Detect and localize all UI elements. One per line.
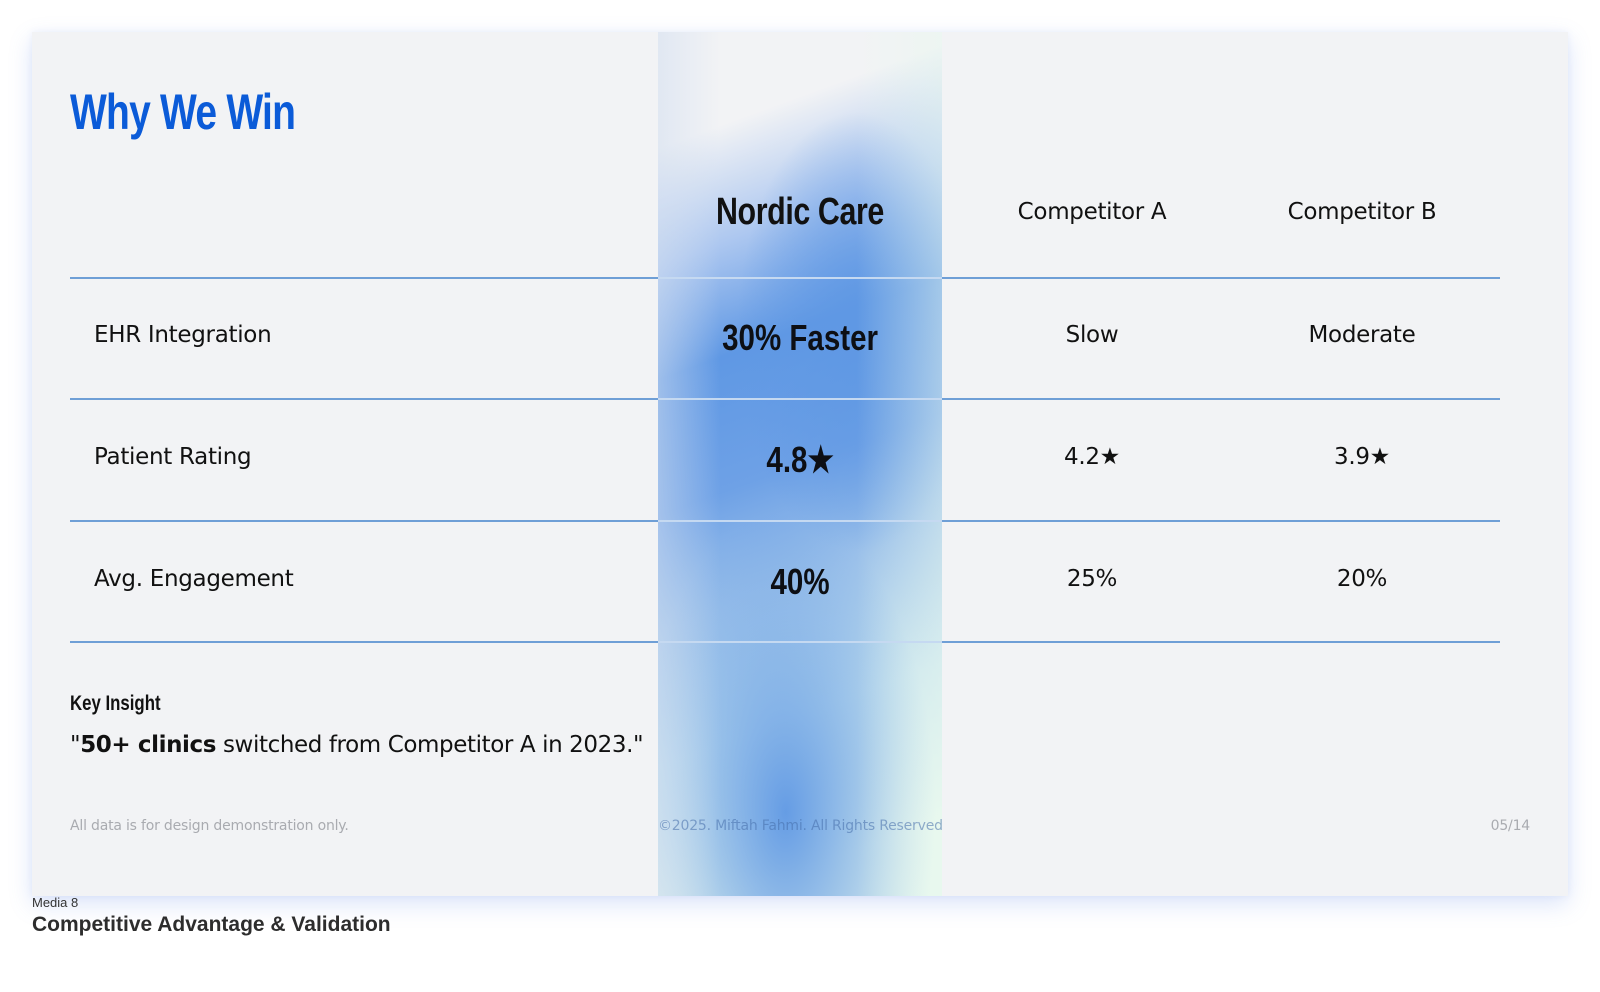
cell-competitor-a-rating: 4.2★ — [1064, 444, 1120, 470]
cell-competitor-b-rating: 3.9★ — [1334, 444, 1390, 470]
cell-value: 30% Faster — [722, 317, 878, 358]
divider-highlight-segment — [658, 277, 942, 279]
divider — [70, 398, 1500, 400]
cell-nordic-rating: 4.8★ — [658, 439, 942, 481]
caption-title: Competitive Advantage & Validation — [32, 913, 391, 936]
slide-title: Why We Win — [70, 84, 296, 140]
cell-value: 4.8★ — [766, 439, 834, 480]
cell-nordic-ehr: 30% Faster — [658, 317, 942, 359]
key-insight-quote: "50+ clinics switched from Competitor A … — [70, 732, 644, 758]
cell-competitor-a-engagement: 25% — [1066, 566, 1118, 592]
cell-value: 40% — [770, 561, 830, 602]
cell-competitor-b-ehr: Moderate — [1308, 322, 1416, 348]
row-label-ehr-integration: EHR Integration — [94, 322, 272, 348]
footer-copyright: ©2025. Miftah Fahmi. All Rights Reserved — [658, 818, 943, 834]
footer-disclaimer: All data is for design demonstration onl… — [70, 818, 349, 834]
caption-label: Media 8 — [32, 895, 79, 910]
column-header-competitor-a: Competitor A — [1017, 199, 1167, 225]
divider — [70, 641, 1500, 643]
highlight-column — [658, 32, 942, 896]
cell-competitor-b-engagement: 20% — [1336, 566, 1388, 592]
column-header-label: Nordic Care — [716, 190, 884, 233]
divider — [70, 520, 1500, 522]
quote-highlight: 50+ clinics — [80, 732, 217, 758]
quote-open: " — [70, 732, 81, 758]
column-header-competitor-b: Competitor B — [1287, 199, 1437, 225]
row-label-avg-engagement: Avg. Engagement — [94, 566, 294, 592]
cell-nordic-engagement: 40% — [658, 561, 942, 603]
quote-rest: switched from Competitor A in 2023." — [216, 732, 644, 758]
key-insight-label: Key Insight — [70, 692, 161, 715]
footer-page-number: 05/14 — [1490, 818, 1531, 834]
column-header-nordic-care: Nordic Care — [658, 182, 942, 242]
slide-card: Why We Win Nordic Care Competitor A Comp… — [32, 32, 1568, 896]
divider-highlight-segment — [658, 520, 942, 522]
row-label-patient-rating: Patient Rating — [94, 444, 252, 470]
divider-highlight-segment — [658, 641, 942, 643]
divider — [70, 277, 1500, 279]
cell-competitor-a-ehr: Slow — [1065, 322, 1119, 348]
divider-highlight-segment — [658, 398, 942, 400]
